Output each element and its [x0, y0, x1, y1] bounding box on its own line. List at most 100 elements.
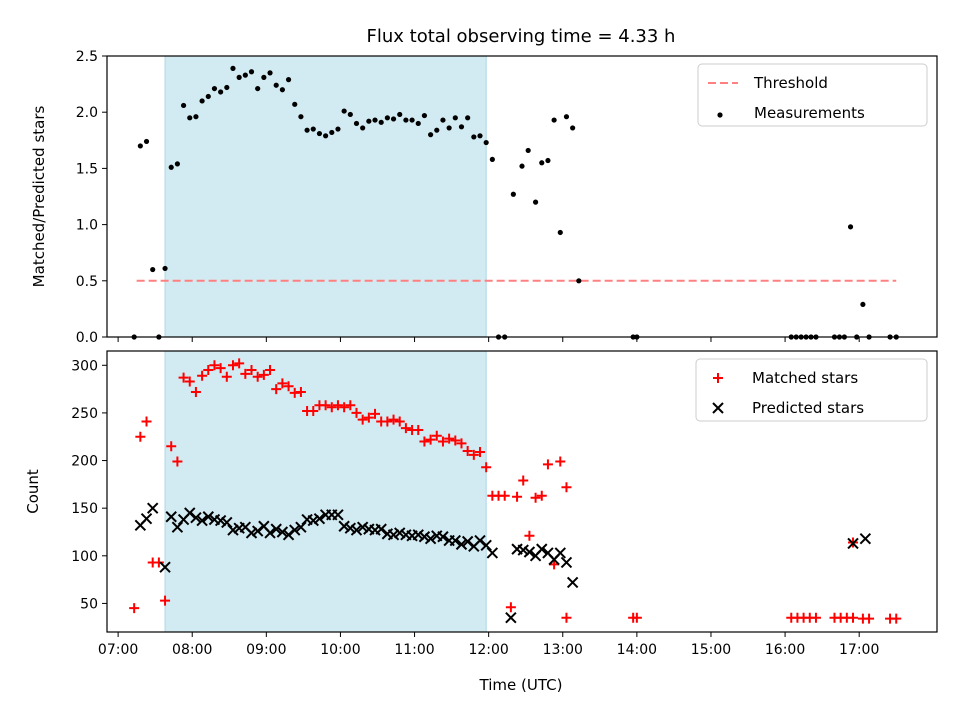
predicted-star-point: [227, 524, 239, 536]
measurement-point: [347, 111, 353, 118]
matched-star-point: [271, 384, 282, 395]
predicted-star-point: [190, 511, 202, 524]
predicted-star-point: [221, 516, 233, 529]
measurement-point: [519, 163, 525, 169]
matched-star-point: [190, 386, 201, 397]
x-tick-label: 07:00: [98, 642, 138, 658]
matched-star-point: [221, 371, 232, 382]
matched-star-point: [141, 416, 152, 427]
y-tick-label: 2.5: [76, 49, 98, 65]
y-tick-label: 1.5: [76, 161, 98, 177]
measurement-point: [428, 132, 434, 138]
measurement-point: [525, 147, 531, 154]
matched-star-point: [160, 595, 171, 606]
predicted-star-point: [140, 512, 153, 525]
matched-star-point: [357, 414, 368, 425]
measurement-point: [218, 89, 224, 95]
predicted-star-point: [146, 502, 159, 514]
matched-star-point: [258, 369, 269, 380]
y-tick-label: 100: [71, 549, 98, 565]
matched-star-point: [413, 425, 424, 436]
measurement-point: [372, 117, 378, 123]
matched-star-point: [277, 378, 288, 389]
y-tick-label: 2.0: [76, 105, 98, 121]
matched-star-point: [227, 360, 238, 371]
matched-star-point: [425, 434, 436, 445]
measurement-point: [199, 98, 205, 104]
measurement-point: [323, 133, 329, 139]
matched-star-point: [475, 446, 486, 457]
matched-star-point: [848, 612, 859, 623]
ratio-y-axis: 0.0 0.5 1.0 1.5 2.0 2.5: [76, 49, 107, 346]
matched-star-point: [388, 414, 399, 425]
matched-star-point: [283, 381, 294, 392]
measurement-point: [168, 164, 174, 170]
measurement-point: [570, 125, 576, 131]
predicted-star-point: [159, 561, 171, 573]
predicted-star-point: [424, 532, 437, 545]
matched-star-point: [499, 490, 510, 501]
matched-star-point: [530, 492, 541, 503]
matched-star-point: [549, 559, 560, 570]
matched-star-point: [240, 368, 251, 379]
count-axes-frame: [106, 350, 938, 633]
measurement-point: [545, 157, 551, 164]
measurement-point: [242, 72, 248, 78]
predicted-star-point: [276, 526, 289, 538]
matched-star-point: [394, 416, 405, 427]
predicted-star-point: [350, 524, 363, 536]
x-tick-label: 13:00: [543, 642, 583, 658]
x-tick-label: 10:00: [320, 642, 360, 658]
measurement-point: [187, 115, 193, 121]
measurement-point: [335, 126, 341, 132]
predicted-star-point: [437, 531, 449, 543]
matched-star-point: [363, 412, 374, 423]
predicted-star-point: [523, 546, 536, 558]
matched-star-point: [444, 433, 455, 444]
matched-star-point: [339, 402, 350, 413]
measurement-point: [329, 129, 335, 136]
ratio-axes-frame: [106, 55, 938, 338]
measurement-point: [510, 191, 516, 197]
measurement-point: [390, 116, 397, 122]
x-tick-label: 16:00: [765, 642, 805, 658]
predicted-star-point: [313, 512, 326, 525]
x-tick-label: 17:00: [839, 642, 879, 658]
predicted-star-point: [505, 612, 517, 624]
matched-star-point: [810, 612, 821, 623]
matched-star-point: [265, 365, 276, 376]
measurement-point: [353, 120, 360, 127]
y-tick-label: 1.0: [76, 218, 98, 234]
measurement-point: [397, 111, 403, 118]
measurement-point: [143, 138, 150, 145]
matched-star-point: [246, 365, 257, 376]
x-tick-label: 12:00: [468, 642, 508, 658]
matched-star-point: [166, 441, 177, 452]
matched-star-point: [864, 613, 875, 624]
matched-star-point: [456, 438, 467, 449]
matched-star-point: [370, 408, 381, 419]
predicted-star-point: [486, 547, 499, 559]
measurement-point: [415, 120, 421, 127]
predicted-star-point: [517, 544, 529, 556]
matched-star-point: [437, 436, 448, 447]
measurement-point: [248, 69, 255, 75]
measurement-point: [378, 119, 384, 125]
measurement-point: [193, 114, 199, 120]
matched-star-point: [320, 400, 331, 411]
predicted-star-point: [264, 527, 276, 539]
measurement-point: [489, 156, 495, 163]
measurement-point: [255, 85, 261, 92]
legend-box: [695, 358, 928, 422]
matched-star-point: [468, 449, 479, 460]
count-legend: Matched stars Predicted stars: [695, 358, 928, 422]
y-tick-label: 250: [71, 406, 98, 422]
matched-star-point: [326, 402, 337, 413]
matched-star-point: [555, 456, 566, 467]
measurement-point: [174, 161, 181, 167]
matched-star-point: [512, 491, 523, 502]
predicted-star-point: [859, 532, 872, 545]
matched-star-point: [518, 475, 529, 486]
matched-star-point: [172, 456, 183, 467]
chart-title: Flux total observing time = 4.33 h: [367, 26, 676, 47]
